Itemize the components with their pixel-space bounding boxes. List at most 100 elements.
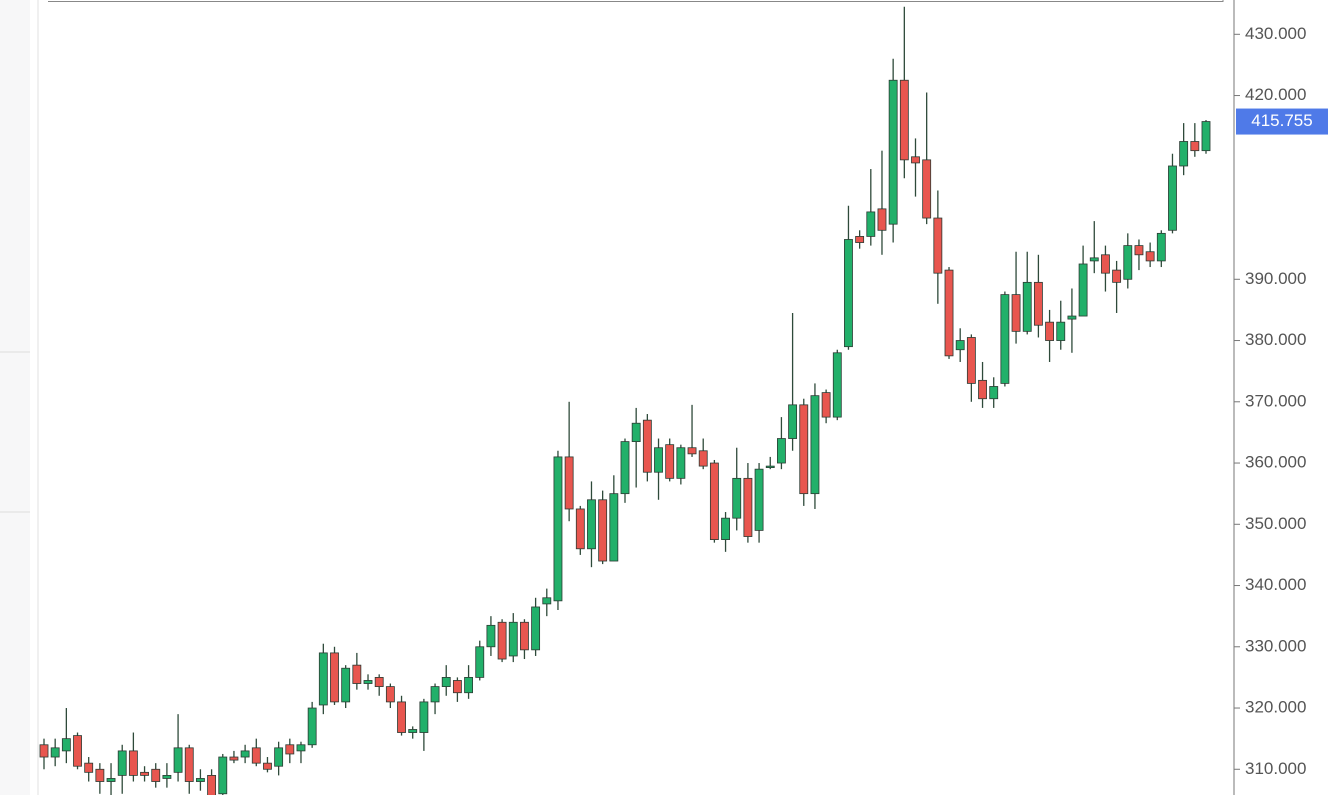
candle-body	[821, 392, 831, 418]
y-tick-label: 310.000	[1245, 759, 1306, 778]
candle-body	[106, 778, 116, 782]
candle-body	[151, 768, 161, 782]
candle-body	[553, 456, 563, 602]
y-tick-label: 320.000	[1245, 698, 1306, 717]
candle-body	[531, 606, 541, 651]
candle-body	[363, 680, 373, 684]
candle-body	[374, 677, 384, 687]
candle-body	[184, 747, 194, 782]
candle-body	[1056, 321, 1066, 341]
candle-body	[452, 680, 462, 694]
candle-body	[698, 450, 708, 467]
candle-body	[285, 744, 295, 755]
candle-body	[788, 404, 798, 439]
candle-body	[117, 750, 127, 776]
candle-body	[877, 208, 887, 231]
candle-body	[1123, 245, 1133, 280]
candle-body	[464, 677, 473, 694]
y-tick-label: 330.000	[1245, 636, 1306, 655]
candle-body	[352, 664, 362, 684]
candle-body	[207, 775, 217, 795]
candle-body	[721, 517, 730, 540]
candle-body	[1190, 141, 1200, 152]
candle-body	[888, 79, 898, 225]
candle-body	[777, 438, 786, 464]
candle-body	[263, 762, 272, 770]
candle-body	[631, 422, 641, 442]
candle-body	[1112, 269, 1122, 283]
candle-body	[128, 750, 138, 776]
candle-body	[765, 465, 775, 468]
candle-body	[620, 441, 630, 495]
candle-body	[922, 159, 932, 219]
candle-body	[1078, 263, 1088, 317]
left-sidebar	[0, 0, 30, 795]
candle-body	[1101, 254, 1110, 274]
candle-body	[676, 447, 686, 479]
candle-body	[598, 499, 608, 562]
candle-body	[1168, 165, 1177, 231]
candle-body	[1045, 321, 1054, 341]
candle-body	[1179, 141, 1189, 167]
candle-body	[140, 771, 149, 776]
candle-body	[441, 677, 451, 687]
candle-body	[173, 747, 183, 773]
y-tick-label: 380.000	[1245, 330, 1306, 349]
candle-body	[251, 747, 261, 764]
candle-body	[933, 217, 943, 274]
candle-body	[1022, 281, 1032, 332]
last-price-label: 415.755	[1251, 111, 1312, 130]
candle-body	[318, 652, 328, 706]
candle-body	[989, 386, 999, 400]
candle-body	[1145, 251, 1155, 262]
candle-body	[274, 747, 284, 767]
candle-body	[844, 239, 853, 348]
candle-body	[810, 395, 820, 495]
candle-body	[1089, 257, 1099, 262]
candle-body	[1000, 294, 1010, 384]
candle-body	[520, 621, 529, 651]
candle-body	[866, 211, 876, 237]
candle-body	[955, 340, 965, 351]
candle-body	[430, 686, 440, 703]
candle-body	[944, 269, 954, 357]
candle-body	[587, 499, 596, 550]
candle-body	[1067, 315, 1077, 320]
candle-body	[240, 750, 250, 758]
candle-body	[899, 79, 909, 161]
candle-body	[978, 379, 987, 400]
candle-body	[754, 468, 764, 531]
y-tick-label: 430.000	[1245, 24, 1306, 43]
candle-body	[296, 744, 306, 752]
candle-body	[162, 775, 172, 779]
y-tick-label: 370.000	[1245, 391, 1306, 410]
candle-body	[307, 707, 317, 746]
candle-body	[743, 477, 753, 537]
candle-body	[665, 444, 675, 479]
candle-body	[832, 352, 842, 418]
candle-body	[1033, 281, 1043, 326]
y-tick-label: 420.000	[1245, 85, 1306, 104]
candle-body	[84, 762, 94, 773]
candle-body	[61, 738, 71, 752]
candle-body	[1134, 245, 1144, 256]
candle-body	[609, 493, 619, 562]
candle-body	[73, 735, 82, 767]
candle-body	[1201, 121, 1211, 152]
candle-body	[95, 768, 105, 782]
candle-body	[542, 597, 552, 605]
y-tick-label: 360.000	[1245, 453, 1306, 472]
candle-body	[564, 456, 574, 510]
candle-body	[911, 156, 920, 164]
candle-body	[966, 337, 976, 384]
candle-body	[855, 236, 865, 243]
candle-body	[709, 462, 719, 540]
candle-body	[218, 756, 228, 795]
candle-body	[196, 778, 205, 782]
last-price-box	[1236, 108, 1328, 135]
candle-body	[229, 756, 239, 761]
candle-body	[1156, 232, 1166, 262]
candle-body	[642, 419, 652, 473]
